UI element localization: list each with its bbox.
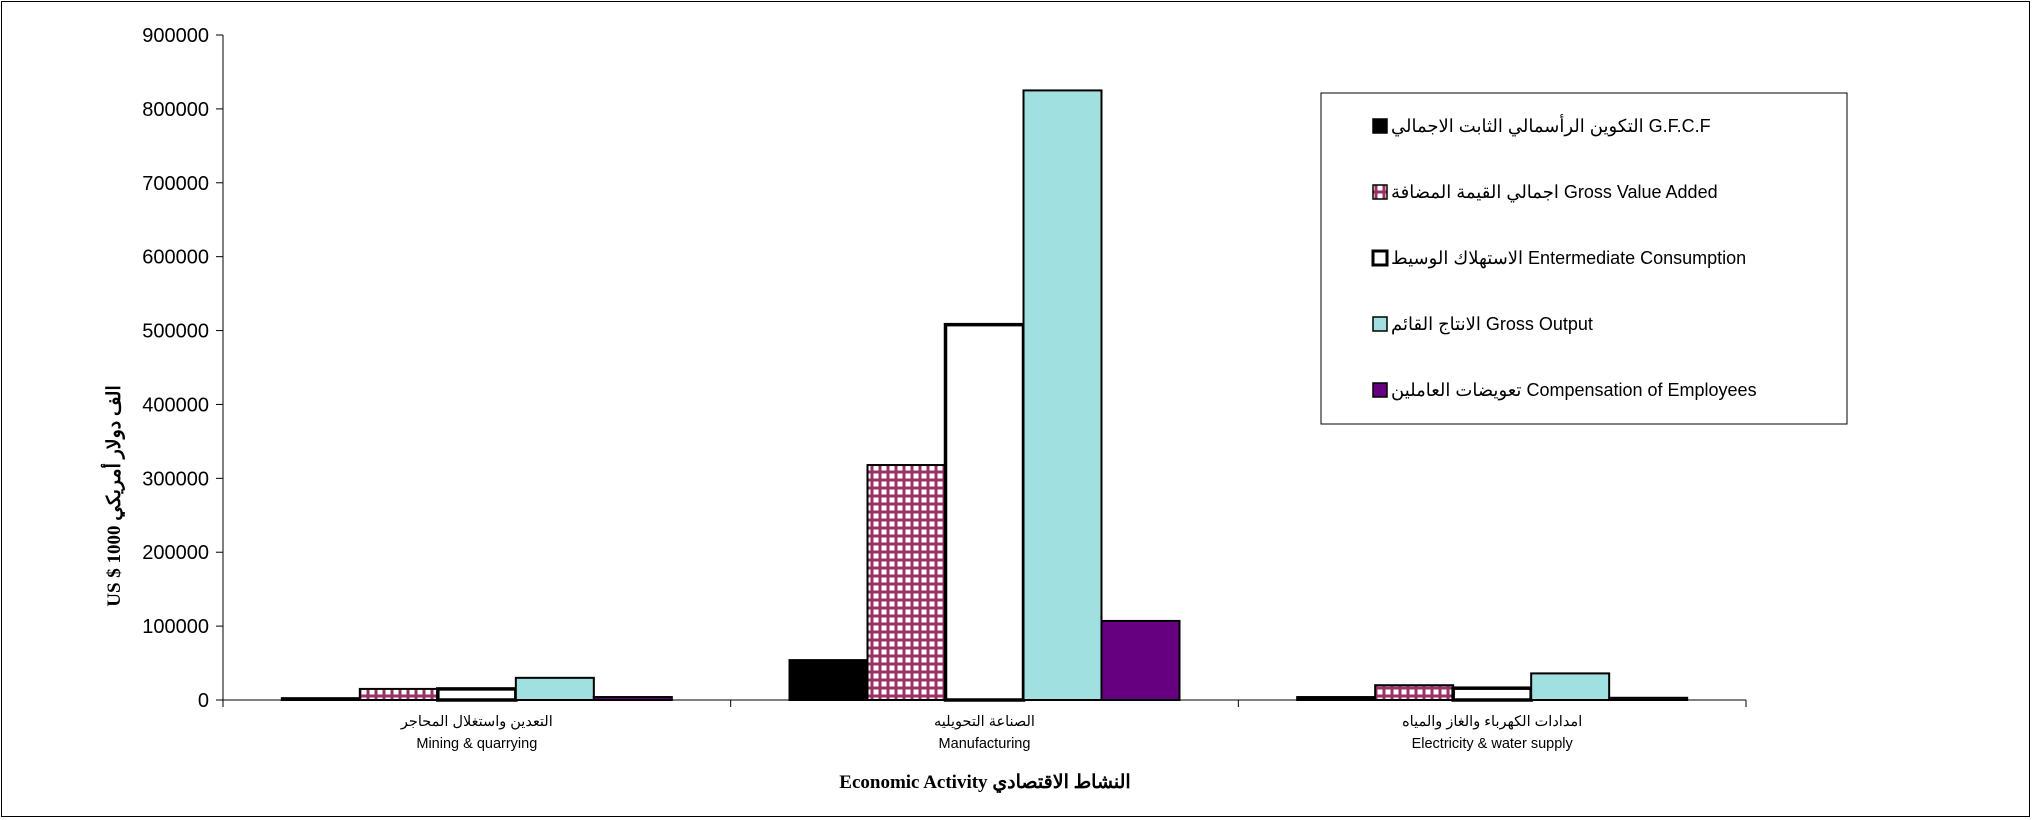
y-tick-label: 900000 <box>142 25 209 47</box>
category-labels: التعدين واستغلال المحاجر Mining & quarryi… <box>400 714 1582 752</box>
bar <box>1451 686 1533 702</box>
legend: التكوين الرأسمالي الثابت الاجمالي G.F.C.… <box>1320 92 1848 425</box>
category-label-ar: امدادات الكهرباء والغاز والمياه <box>1402 714 1582 730</box>
bar <box>280 697 361 701</box>
bar <box>1022 89 1103 701</box>
legend-label: الاستهلاك الوسيط Entermediate Consumptio… <box>1391 248 1746 269</box>
bar <box>436 687 518 702</box>
y-tick-label: 600000 <box>142 247 209 269</box>
legend-swatch <box>1372 184 1388 200</box>
bar <box>1100 619 1181 702</box>
legend-label: تعويضات العاملين Compensation of Employe… <box>1391 380 1757 401</box>
x-axis-title: Economic Activity النشاط الاقتصادي <box>839 772 1130 794</box>
legend-swatch <box>1372 118 1388 134</box>
bar <box>514 676 595 701</box>
axes: 0 100000 200000 300000 400000 500000 600000 700… <box>142 25 1747 712</box>
legend-label: الانتاج القائم Gross Output <box>1391 314 1593 335</box>
bars <box>280 89 1689 702</box>
legend-swatch <box>1371 249 1389 267</box>
bar <box>1296 696 1377 701</box>
y-axis-title: US $ 1000 الف دولار أمريكي <box>100 385 126 607</box>
category-label-en: Electricity & water supply <box>1412 736 1574 752</box>
category-label-ar: الصناعة التحويليه <box>934 714 1035 730</box>
legend-swatch <box>1372 382 1388 398</box>
bar <box>788 659 869 701</box>
y-tick-label: 300000 <box>142 468 209 490</box>
bar <box>943 322 1026 702</box>
y-tick-label: 100000 <box>142 616 209 638</box>
legend-label: اجمالي القيمة المضافة Gross Value Added <box>1391 182 1718 202</box>
bar <box>866 464 947 701</box>
y-tick-label: 200000 <box>142 542 209 564</box>
y-tick-label: 400000 <box>142 394 209 416</box>
y-tick-label: 500000 <box>142 321 209 343</box>
bar <box>592 696 673 701</box>
category-label-en: Mining & quarrying <box>416 736 537 752</box>
bar <box>358 687 439 702</box>
bar <box>1608 696 1689 701</box>
y-tick-label: 700000 <box>142 173 209 195</box>
bar <box>1530 672 1611 702</box>
category-label-ar: التعدين واستغلال المحاجر <box>400 714 553 730</box>
category-label-en: Manufacturing <box>939 736 1031 752</box>
legend-swatch <box>1372 316 1388 332</box>
y-tick-label: 0 <box>198 690 209 712</box>
y-tick-label: 800000 <box>142 99 209 121</box>
legend-box <box>1320 92 1848 425</box>
legend-label: التكوين الرأسمالي الثابت الاجمالي G.F.C.… <box>1391 114 1711 137</box>
bar <box>1374 684 1455 702</box>
